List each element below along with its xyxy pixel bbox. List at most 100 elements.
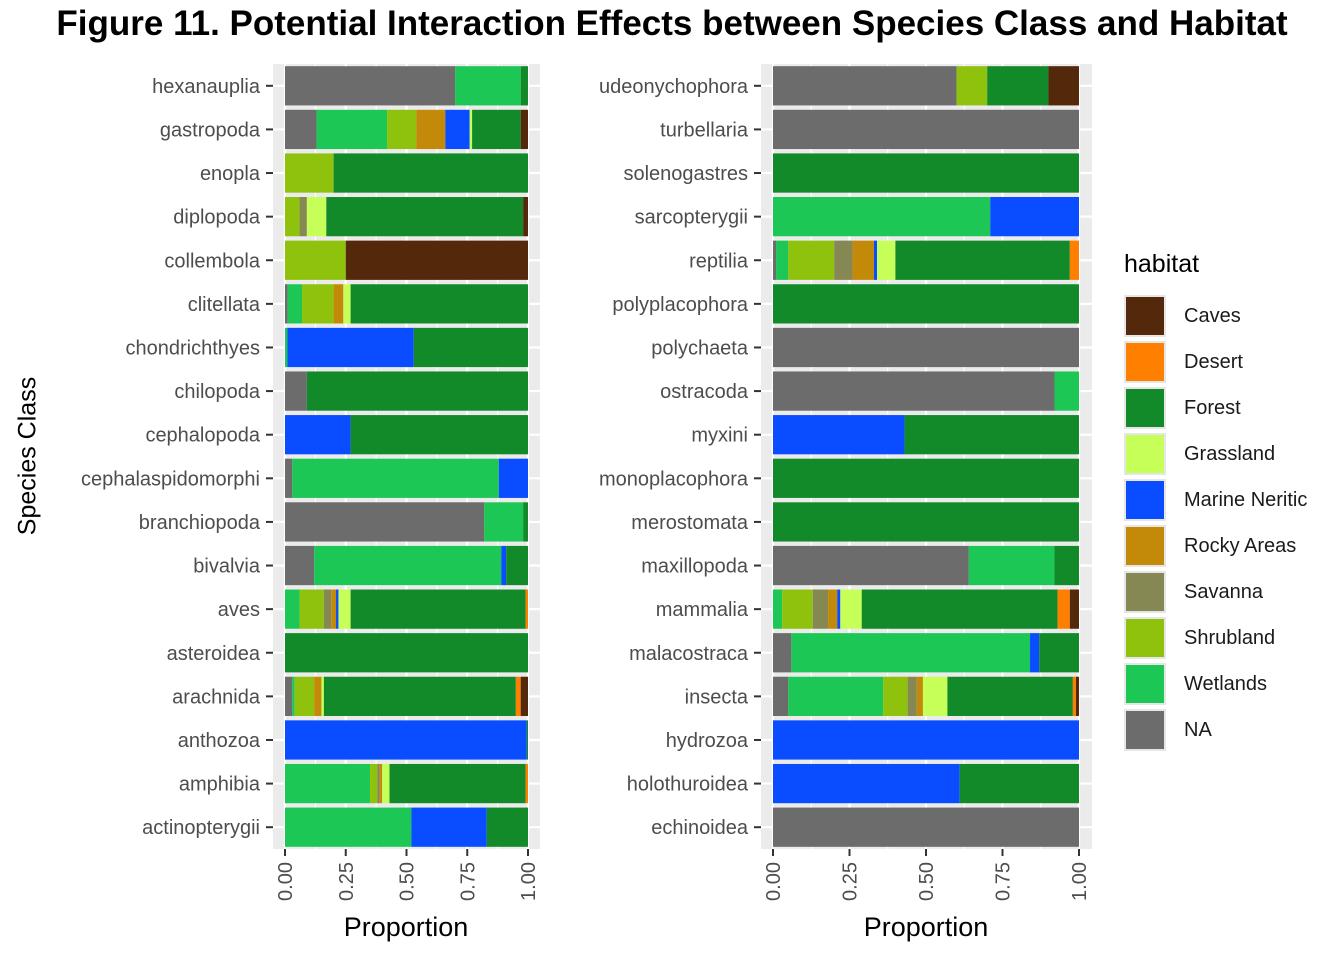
bar-segment	[840, 589, 862, 629]
y-tick-label: myxini	[691, 425, 748, 447]
bar-segment	[285, 502, 485, 542]
bar-segment	[834, 240, 853, 280]
x-tick-label: 0.00	[275, 862, 297, 901]
bar-segment	[520, 109, 528, 150]
bar-segment	[520, 676, 528, 716]
legend-item: NA	[1124, 707, 1307, 753]
bar-segment	[285, 633, 528, 673]
bar-segment	[379, 763, 383, 804]
y-tick-label: amphibia	[179, 774, 261, 796]
bar-segment	[883, 676, 908, 716]
bar-segment	[338, 589, 351, 629]
legend-swatch	[1124, 479, 1166, 521]
y-tick-label: branchiopoda	[139, 512, 261, 534]
y-tick-label: ostracoda	[660, 381, 749, 403]
y-tick-label: polyplacophora	[612, 294, 749, 316]
bar-segment	[287, 284, 303, 324]
bar-segment	[350, 284, 528, 324]
bar-segment	[523, 502, 528, 542]
y-tick-label: asteroidea	[167, 643, 261, 665]
bar-segment	[382, 763, 390, 804]
y-tick-label: arachnida	[172, 686, 261, 708]
bar-segment	[486, 807, 528, 847]
y-tick-label: cephalaspidomorphi	[81, 468, 260, 490]
legend-items: Caves Desert Forest Grassland Marine Neritic…	[1124, 293, 1307, 753]
bar-segment	[387, 109, 417, 150]
y-tick-label: malacostraca	[629, 643, 749, 665]
legend-swatch	[1124, 341, 1166, 383]
bar-segment	[314, 676, 322, 716]
legend-label: Grassland	[1184, 442, 1276, 465]
x-tick-label: 0.25	[840, 862, 862, 901]
legend-swatch	[1124, 617, 1166, 659]
bar-segment	[791, 633, 1031, 673]
bar-segment	[956, 66, 988, 106]
x-tick-label: 0.50	[397, 862, 419, 901]
legend-label: Rocky Areas	[1184, 534, 1297, 557]
bar-segment	[285, 458, 293, 498]
bar-segment	[773, 589, 783, 629]
legend-item: Shrubland	[1124, 615, 1307, 661]
bar-segment	[773, 197, 991, 237]
legend-item: Grassland	[1124, 431, 1307, 477]
y-tick-label: reptilia	[689, 250, 749, 272]
y-tick-label: monoplacophora	[599, 468, 749, 490]
bar-segment	[326, 197, 524, 237]
legend-item: Desert	[1124, 339, 1307, 385]
x-axis-title-left: Proportion	[343, 912, 469, 942]
bar-segment	[773, 676, 789, 716]
bar-segment	[299, 197, 307, 237]
bar-segment	[1054, 545, 1079, 586]
bar-segment	[370, 763, 378, 804]
y-tick-label: clitellata	[188, 294, 261, 316]
bar-segment	[484, 502, 524, 542]
y-tick-label: chilopoda	[174, 381, 261, 403]
bar-segment	[837, 589, 841, 629]
y-tick-label: mammalia	[656, 599, 749, 621]
bar-segment	[389, 763, 526, 804]
bar-segment	[812, 589, 829, 629]
legend: habitat Caves Desert Forest Grassland Marine…	[1124, 250, 1307, 753]
y-tick-label: cephalopoda	[145, 425, 260, 447]
bar-segment	[411, 807, 487, 847]
bar-segment	[788, 240, 835, 280]
y-tick-label: gastropoda	[160, 119, 261, 141]
bar-segment	[445, 109, 470, 150]
y-tick-label: diplopoda	[173, 207, 261, 229]
y-tick-label: sarcopterygii	[635, 207, 748, 229]
bar-segment	[904, 415, 1079, 455]
bar-segment	[285, 66, 456, 106]
legend-swatch	[1124, 387, 1166, 429]
bar-segment	[773, 763, 960, 804]
legend-label: Shrubland	[1184, 626, 1276, 649]
bar-segment	[285, 415, 351, 455]
bar-segment	[285, 720, 527, 760]
bar-segment	[285, 807, 412, 847]
bar-segment	[773, 458, 1079, 498]
bar-segment	[525, 763, 528, 804]
bar-segment	[947, 676, 1073, 716]
bar-segment	[285, 676, 293, 716]
bar-segment	[302, 284, 334, 324]
bar-segment	[788, 676, 884, 716]
y-tick-label: udeonychophora	[599, 76, 749, 98]
bar-segment	[1057, 589, 1070, 629]
bar-segment	[321, 676, 324, 716]
bar-segment	[285, 109, 317, 150]
legend-item: Forest	[1124, 385, 1307, 431]
bar-segment	[1039, 633, 1079, 673]
bar-segment	[285, 153, 334, 193]
bar-segment	[285, 371, 307, 411]
legend-item: Marine Neritic	[1124, 477, 1307, 523]
y-tick-label: polychaeta	[651, 337, 749, 359]
x-tick-label: 0.50	[916, 862, 938, 901]
bar-segment	[515, 676, 521, 716]
bar-segment	[306, 197, 327, 237]
bar-segment	[520, 66, 528, 106]
bar-segment	[316, 109, 388, 150]
bar-segment	[828, 589, 838, 629]
bar-segment	[285, 545, 315, 586]
legend-swatch	[1124, 433, 1166, 475]
bar-segment	[877, 240, 896, 280]
bar-segment	[990, 197, 1079, 237]
